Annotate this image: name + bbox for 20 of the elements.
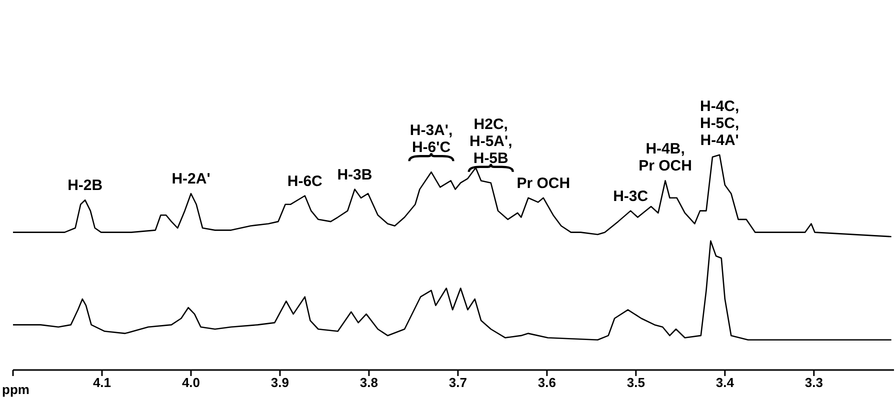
annotation: H-3B — [337, 166, 372, 184]
x-axis-title: ppm — [2, 382, 30, 397]
annotation: H2C, H-5A', H-5B — [470, 116, 512, 167]
x-tick-label: 3.5 — [626, 375, 645, 390]
x-tick-label: 3.4 — [716, 375, 735, 390]
annotation: H-3C — [613, 188, 648, 205]
x-tick-label: 3.6 — [538, 375, 556, 390]
x-tick-label: 4.1 — [92, 375, 112, 390]
x-tick-label: 4.0 — [182, 375, 200, 390]
annotation: H-6C — [287, 172, 323, 190]
annotation: Pr OCH — [516, 174, 570, 192]
x-tick-label: 3.9 — [270, 375, 290, 390]
annotation: H-4C, H-5C, H-4A' — [700, 98, 740, 149]
annotation: H-4B, Pr OCH — [638, 140, 692, 175]
annotation: H-3A', H-6'C — [410, 122, 453, 156]
annotation: H-2B — [68, 177, 103, 194]
x-tick-label: 3.7 — [448, 375, 467, 390]
annotation: H-2A' — [172, 170, 210, 188]
x-tick-label: 3.3 — [804, 375, 823, 390]
x-tick-label: 3.8 — [360, 375, 378, 390]
